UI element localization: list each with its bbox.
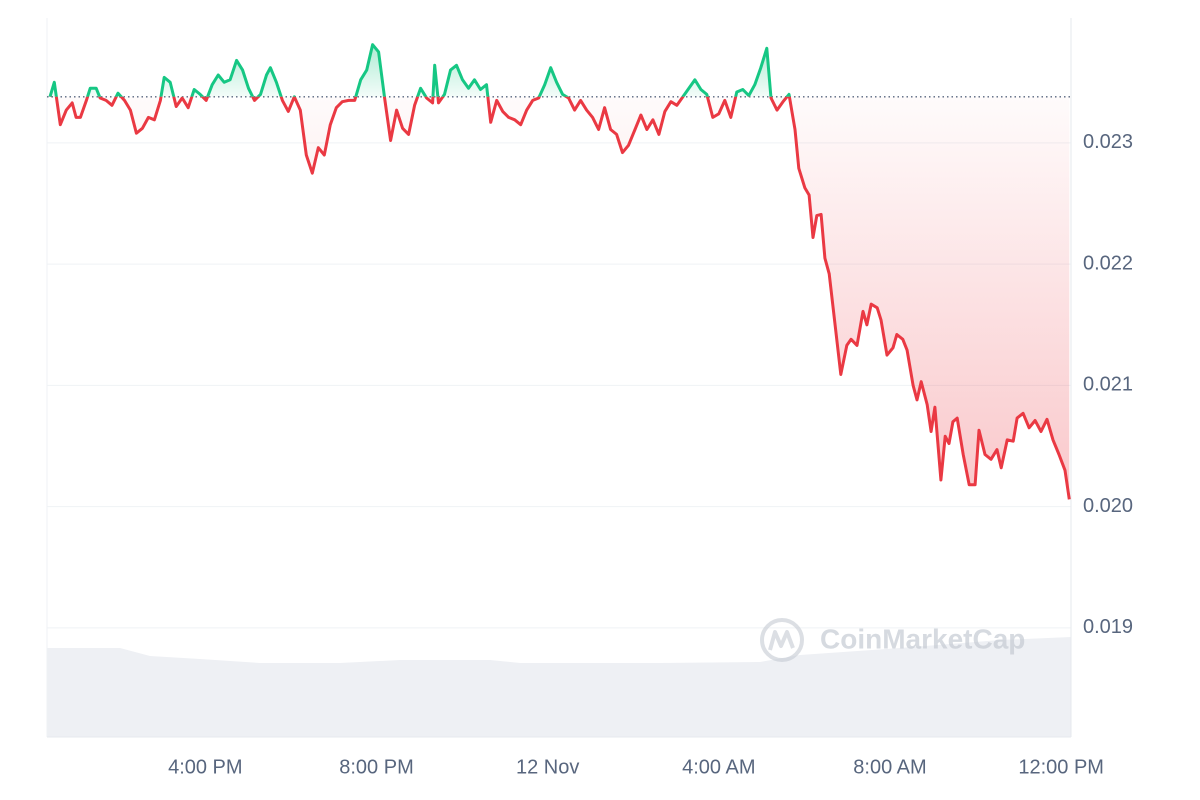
plot <box>47 43 1071 500</box>
x-tick-label: 12:00 PM <box>1018 756 1104 778</box>
volume-area <box>47 637 1071 737</box>
y-tick-label: 0.019 <box>1083 616 1133 638</box>
y-tick-label: 0.023 <box>1083 131 1133 153</box>
watermark-logo <box>760 618 804 662</box>
y-tick-label: 0.020 <box>1083 495 1133 517</box>
x-tick-label: 4:00 PM <box>168 756 242 778</box>
watermark: CoinMarketCap <box>820 623 1025 654</box>
area-below <box>56 96 1070 500</box>
y-tick-label: 0.022 <box>1083 252 1133 274</box>
price-line-down <box>50 96 1071 500</box>
x-tick-label: 8:00 AM <box>853 756 926 778</box>
x-tick-label: 12 Nov <box>516 756 579 778</box>
price-line-up <box>48 43 791 97</box>
x-tick-label: 8:00 PM <box>339 756 413 778</box>
y-tick-label: 0.021 <box>1083 374 1133 396</box>
x-tick-label: 4:00 AM <box>682 756 755 778</box>
